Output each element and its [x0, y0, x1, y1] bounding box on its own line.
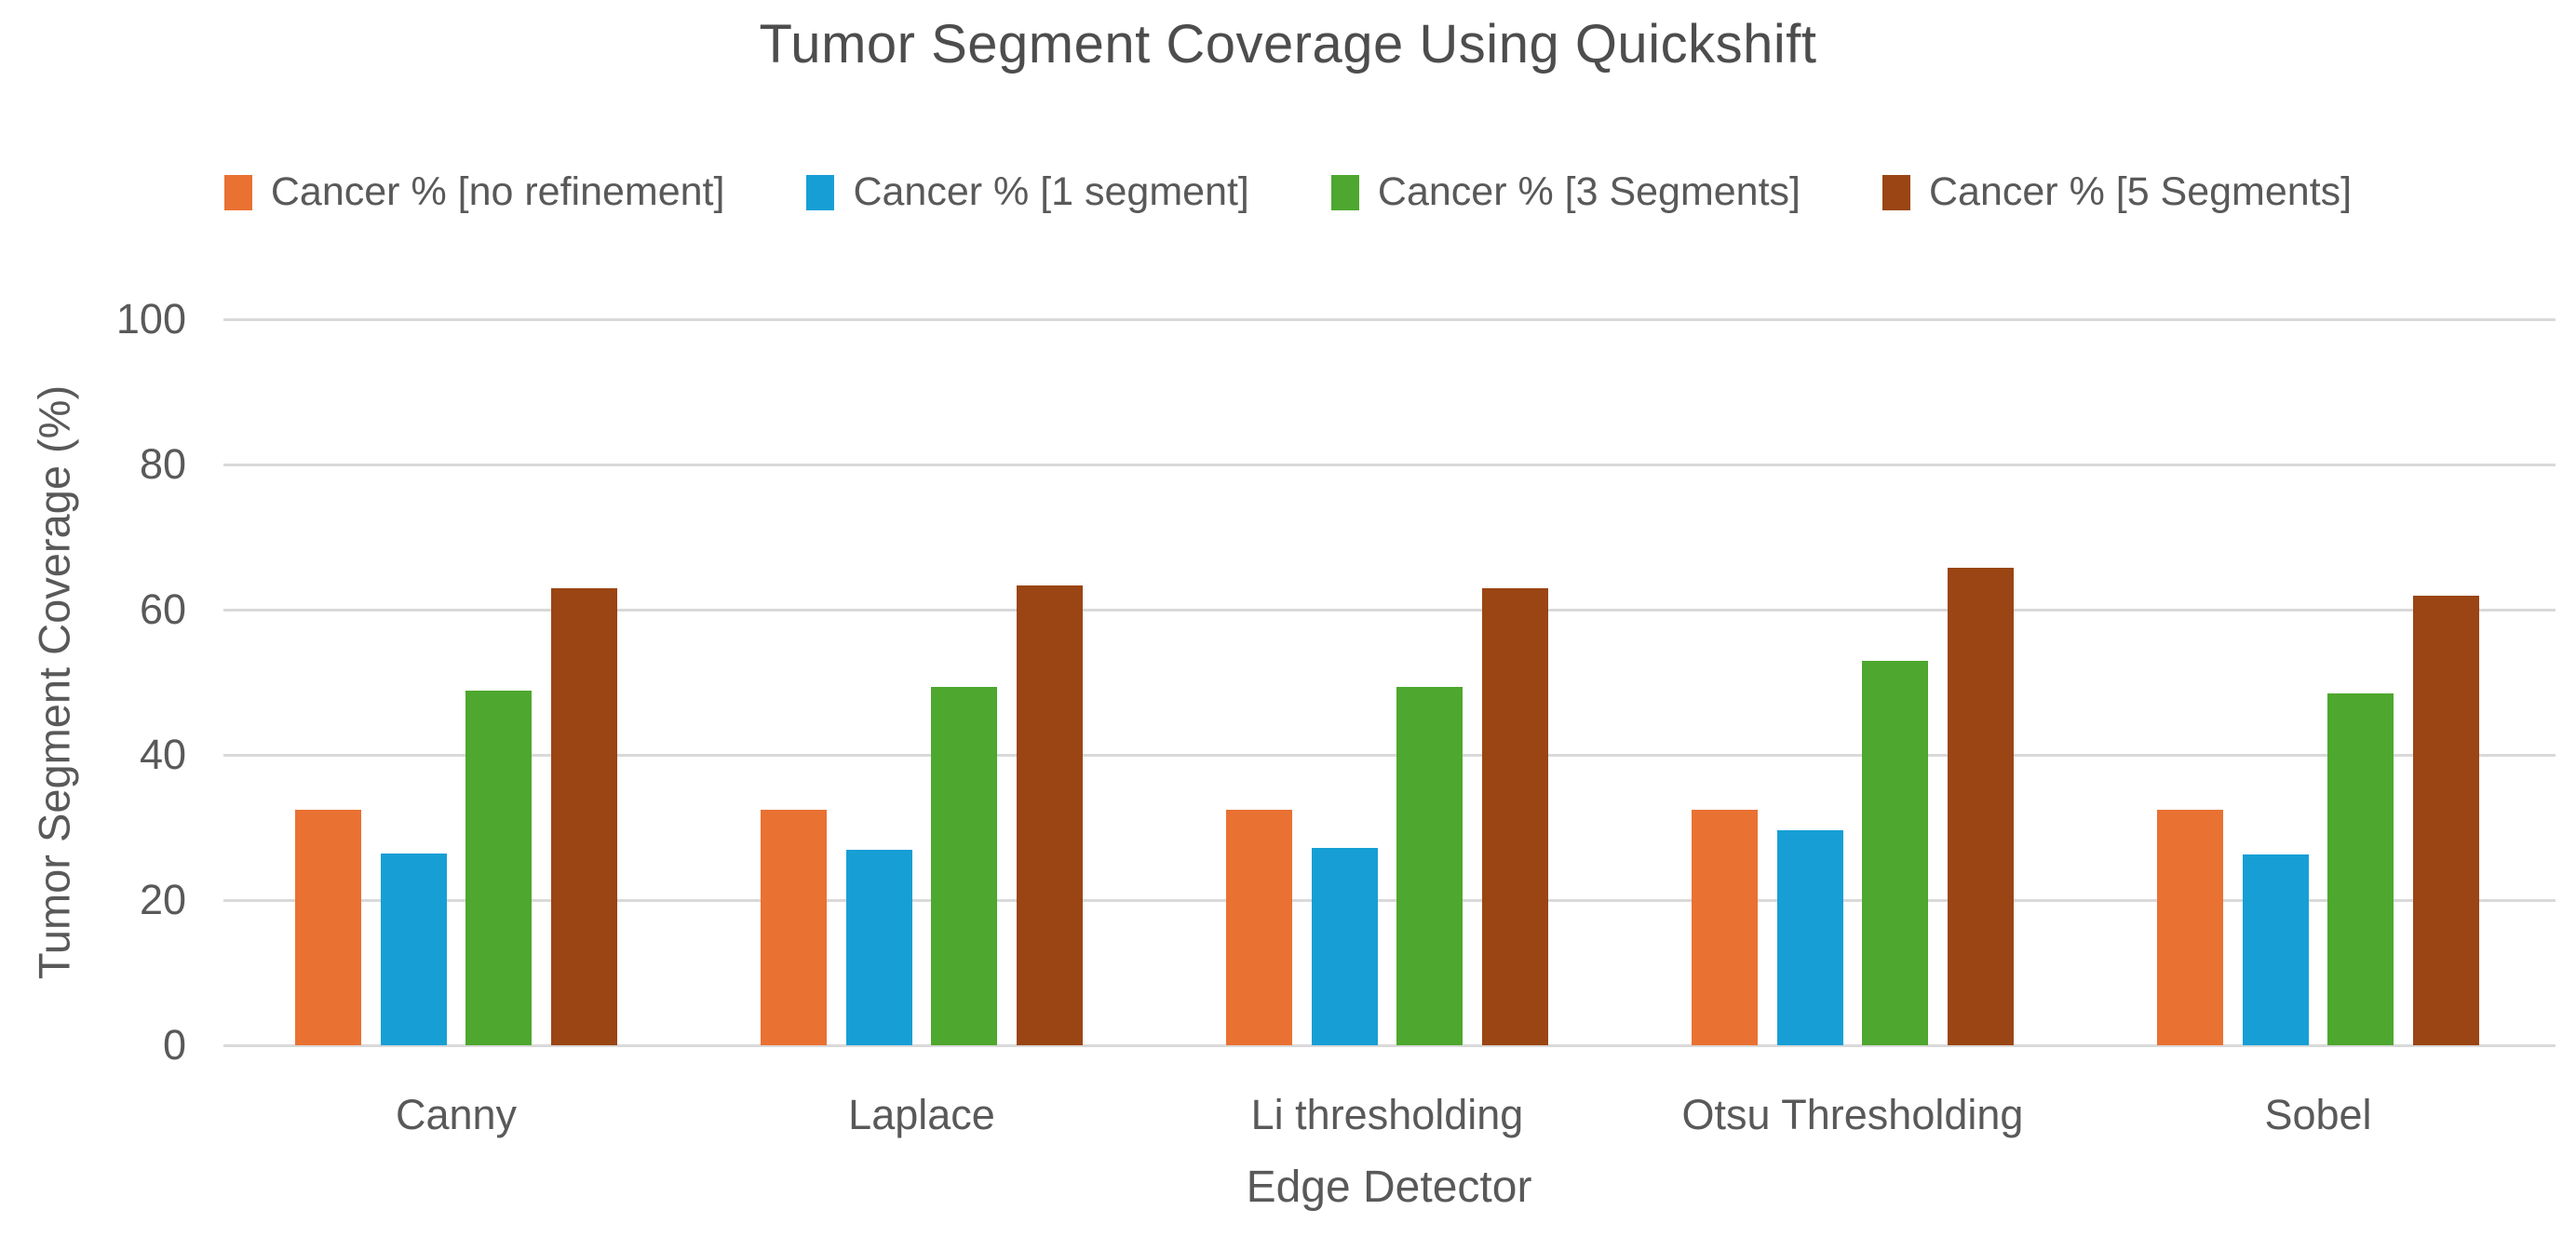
bar-series1-laplace [761, 810, 827, 1045]
chart-title: Tumor Segment Coverage Using Quickshift [759, 14, 1817, 74]
legend-item-2: Cancer % [1 segment] [806, 169, 1249, 215]
bar-series3-otsu-thresholding [1862, 661, 1929, 1045]
x-tick-label-sobel: Sobel [2264, 1091, 2372, 1138]
y-tick-label: 80 [139, 440, 186, 488]
legend: Cancer % [no refinement] Cancer % [1 segm… [0, 169, 2576, 215]
bar-series1-canny [295, 810, 361, 1045]
y-tick-label: 100 [115, 295, 186, 343]
x-tick-label-li-thresholding: Li thresholding [1250, 1091, 1524, 1138]
bar-series1-otsu-thresholding [1692, 810, 1758, 1045]
gridline-0 [223, 1043, 2556, 1047]
y-tick-label: 40 [139, 731, 186, 778]
bar-series3-laplace [931, 687, 998, 1045]
bar-series1-sobel [2157, 810, 2223, 1045]
legend-label: Cancer % [no refinement] [270, 169, 725, 214]
bar-series2-otsu-thresholding [1776, 830, 1843, 1045]
gridline-40 [223, 753, 2556, 757]
bar-series2-canny [380, 854, 447, 1045]
y-tick-label: 60 [139, 585, 186, 633]
legend-label: Cancer % [3 Segments] [1377, 169, 1801, 214]
y-tick-label: 0 [162, 1021, 186, 1069]
y-tick-label: 20 [139, 876, 186, 923]
bar-series2-laplace [845, 850, 912, 1045]
legend-swatch-icon [1330, 174, 1359, 210]
bar-series4-laplace [1017, 585, 1084, 1045]
plot-area [223, 317, 2556, 1047]
bar-series4-sobel [2413, 596, 2480, 1045]
legend-swatch-icon [1882, 174, 1910, 210]
gridline-80 [223, 463, 2556, 466]
legend-label: Cancer % [5 Segments] [1929, 169, 2353, 214]
bar-series3-li-thresholding [1396, 687, 1463, 1045]
bar-series4-li-thresholding [1482, 588, 1549, 1045]
legend-item-3: Cancer % [3 Segments] [1330, 169, 1801, 215]
legend-item-1: Cancer % [no refinement] [223, 169, 725, 215]
x-tick-label-laplace: Laplace [848, 1091, 995, 1138]
bar-series2-sobel [2242, 854, 2309, 1045]
bar-series2-li-thresholding [1311, 847, 1378, 1045]
legend-swatch-icon [223, 174, 252, 210]
bar-series4-otsu-thresholding [1948, 567, 2015, 1045]
gridline-60 [223, 608, 2556, 612]
x-tick-label-otsu-thresholding: Otsu Thresholding [1681, 1091, 2024, 1138]
x-axis-title: Edge Detector [1246, 1163, 1532, 1212]
gridline-100 [223, 317, 2556, 321]
bar-series3-canny [465, 690, 533, 1045]
x-tick-label-canny: Canny [395, 1091, 518, 1138]
legend-swatch-icon [806, 174, 835, 210]
legend-item-4: Cancer % [5 Segments] [1882, 169, 2352, 215]
bar-series4-canny [551, 588, 618, 1045]
gridline-20 [223, 898, 2556, 902]
legend-label: Cancer % [1 segment] [853, 169, 1249, 214]
bar-series1-li-thresholding [1226, 810, 1292, 1045]
bar-series3-sobel [2327, 693, 2394, 1045]
